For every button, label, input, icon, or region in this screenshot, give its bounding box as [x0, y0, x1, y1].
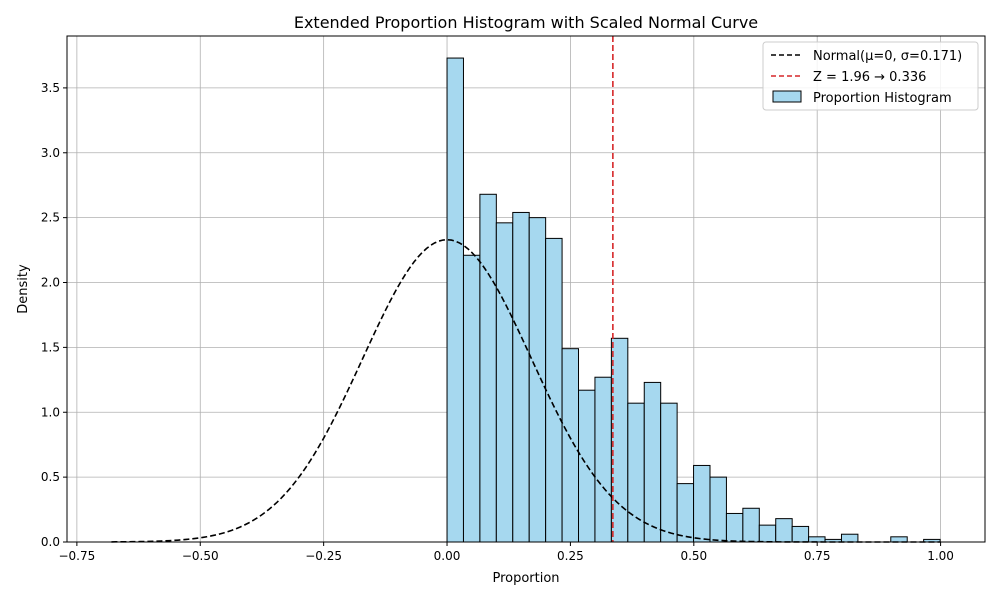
y-axis-ticks: 0.0 0.5 1.0 1.5 2.0 2.5 3.0 3.5: [41, 81, 67, 549]
legend-histogram-label: Proportion Histogram: [813, 91, 952, 106]
y-tick-label-3: 1.5: [41, 340, 60, 354]
histogram-bar-2: [479, 193, 497, 543]
x-tick-label-5: 0.50: [680, 549, 707, 563]
x-tick-label-3: 0.00: [434, 549, 461, 563]
histogram-bar-10: [610, 337, 629, 543]
y-tick-label-7: 3.5: [41, 81, 60, 95]
y-tick-label-6: 3.0: [41, 146, 60, 160]
legend-box: [762, 41, 979, 111]
y-axis-label: Density: [16, 264, 31, 314]
legend-z-label: Z = 1.96 → 0.336: [813, 70, 926, 85]
normal-curve-layer: [111, 238, 941, 543]
normal-curve-line: [111, 238, 941, 543]
x-axis-ticks: −0.75 −0.50 −0.25 0.00 0.25 0.50 0.75 1.00: [58, 542, 954, 563]
legend: Normal(μ=0, σ=0.171) Z = 1.96 → 0.336 Pr…: [762, 41, 979, 111]
histogram-bar-0: [446, 57, 464, 543]
x-tick-label-2: −0.25: [305, 549, 342, 563]
x-tick-label-6: 0.75: [804, 549, 831, 563]
x-tick-label-0: −0.75: [58, 549, 95, 563]
x-tick-label-1: −0.50: [182, 549, 219, 563]
y-tick-label-0: 0.0: [41, 535, 60, 549]
y-tick-label-5: 2.5: [41, 211, 60, 225]
histogram-bar-14: [676, 483, 695, 543]
histogram-bar-18: [742, 507, 760, 543]
x-tick-label-4: 0.25: [557, 549, 584, 563]
legend-histogram-swatch: [772, 90, 802, 103]
histogram-bar-13: [660, 402, 678, 543]
plot-frame: [66, 35, 986, 543]
histogram-bar-20: [775, 518, 793, 543]
histogram-bar-24: [840, 533, 859, 543]
histogram-bar-11: [627, 402, 645, 543]
y-tick-label-4: 2.0: [41, 276, 60, 290]
histogram-bar-21: [791, 525, 810, 543]
histogram-bars: [446, 57, 941, 543]
y-tick-label-1: 0.5: [41, 470, 60, 484]
histogram-bar-4: [512, 211, 530, 543]
histogram-bar-15: [693, 464, 711, 543]
histogram-bar-19: [758, 524, 777, 543]
histogram-bar-6: [545, 237, 563, 543]
histogram-bar-7: [561, 348, 580, 543]
x-tick-label-7: 1.00: [927, 549, 954, 563]
histogram-bar-17: [725, 512, 744, 543]
histogram-bar-9: [594, 376, 612, 543]
legend-normal-label: Normal(μ=0, σ=0.171): [813, 49, 962, 64]
chart-title: Extended Proportion Histogram with Scale…: [294, 13, 758, 32]
histogram-bar-5: [528, 217, 547, 543]
histogram-bar-12: [643, 381, 662, 543]
histogram-bar-16: [709, 476, 727, 543]
x-axis-label: Proportion: [492, 571, 559, 586]
histogram-bar-3: [495, 222, 514, 543]
histogram-bar-1: [462, 254, 481, 543]
y-tick-label-2: 1.0: [41, 405, 60, 419]
